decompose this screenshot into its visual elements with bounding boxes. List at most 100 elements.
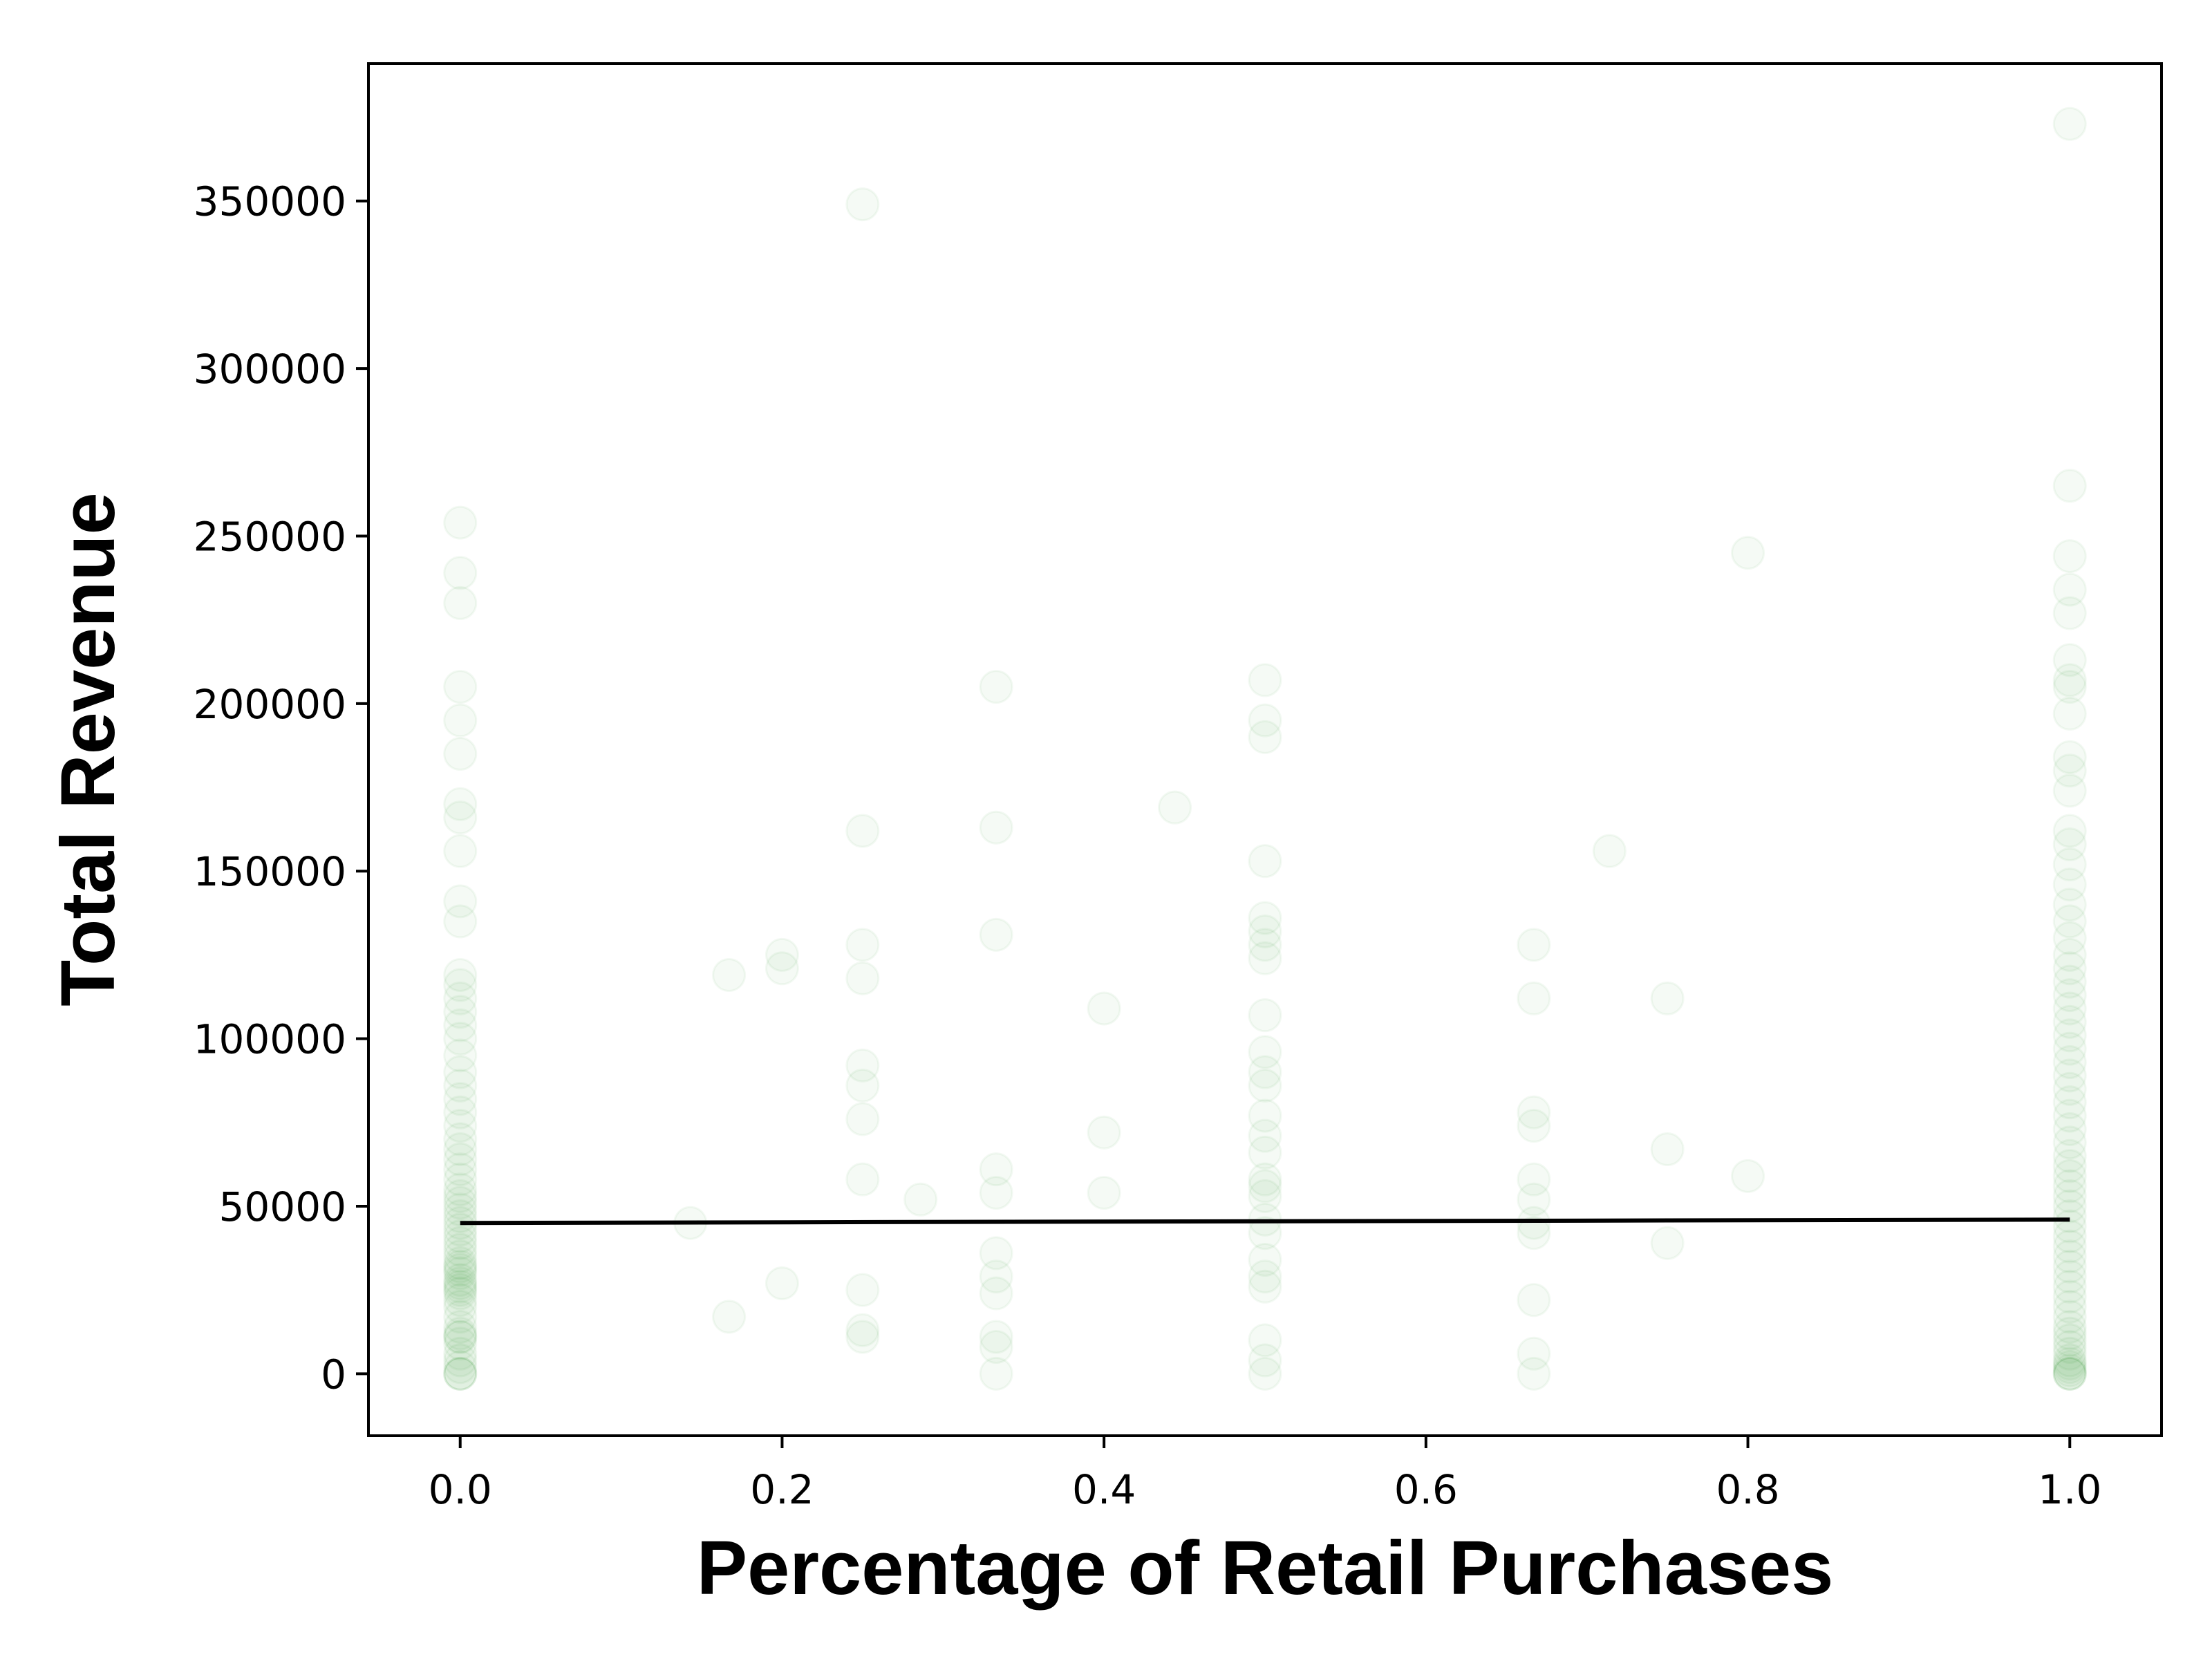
data-point — [443, 585, 478, 620]
data-point — [2052, 964, 2087, 999]
data-point — [2052, 1269, 2087, 1304]
data-point — [443, 1320, 478, 1354]
data-point — [1248, 901, 1282, 935]
data-point — [979, 1176, 1013, 1210]
data-point — [979, 1320, 1013, 1354]
data-point — [1248, 1135, 1282, 1170]
data-point — [1592, 834, 1627, 868]
data-point — [1517, 1162, 1551, 1197]
data-point — [443, 737, 478, 771]
data-point — [443, 1082, 478, 1116]
data-point — [2052, 1249, 2087, 1284]
data-point — [2052, 827, 2087, 861]
data-point — [1248, 1118, 1282, 1153]
y-tick-label: 100000 — [194, 1016, 346, 1063]
data-point — [2052, 1169, 2087, 1203]
data-point — [443, 1356, 478, 1391]
data-point — [1248, 844, 1282, 879]
data-point — [2052, 1289, 2087, 1324]
data-point — [2052, 904, 2087, 939]
data-point — [2052, 1125, 2087, 1160]
data-point — [443, 1276, 478, 1311]
data-point — [1517, 1182, 1551, 1217]
data-point — [765, 1266, 799, 1300]
data-point — [443, 1008, 478, 1042]
scatter-points — [443, 106, 2087, 1391]
data-point — [1248, 720, 1282, 754]
data-point — [712, 957, 747, 992]
data-point — [443, 834, 478, 868]
data-point — [1517, 1095, 1551, 1130]
data-point — [443, 1232, 478, 1267]
data-point — [1248, 1259, 1282, 1294]
data-point — [979, 917, 1013, 952]
data-point — [845, 928, 880, 962]
data-point — [443, 1132, 478, 1167]
data-point — [845, 1048, 880, 1082]
data-point — [2052, 1350, 2087, 1385]
data-point — [1517, 1109, 1551, 1143]
data-point — [845, 1273, 880, 1307]
data-point — [2052, 1356, 2087, 1391]
data-point — [443, 1300, 478, 1334]
data-point — [845, 1102, 880, 1136]
data-point — [1248, 1323, 1282, 1358]
data-point — [2052, 1098, 2087, 1133]
data-point — [2052, 991, 2087, 1026]
data-point — [443, 800, 478, 835]
data-point — [443, 1095, 478, 1130]
data-point — [1650, 1226, 1685, 1260]
y-axis-ticks: 0 50000 100000 150000 200000 250000 300000 3500… — [194, 178, 368, 1398]
data-point — [2052, 670, 2087, 704]
data-point — [2052, 1323, 2087, 1358]
y-axis-title: Total Revenue — [46, 492, 131, 1006]
data-point — [443, 1109, 478, 1143]
data-point — [2052, 1071, 2087, 1106]
x-tick-label: 0.0 — [429, 1466, 492, 1513]
data-point — [1248, 998, 1282, 1033]
data-point — [1248, 1098, 1282, 1133]
data-point — [443, 1256, 478, 1291]
data-point — [979, 670, 1013, 704]
data-point — [2052, 1031, 2087, 1066]
data-point — [1248, 663, 1282, 697]
data-point — [2052, 596, 2087, 630]
y-tick-label: 300000 — [194, 346, 346, 393]
data-point — [443, 787, 478, 821]
data-point — [443, 1192, 478, 1227]
data-point — [443, 1283, 478, 1318]
data-point — [443, 1356, 478, 1391]
data-point — [765, 951, 799, 986]
data-point — [1248, 1343, 1282, 1378]
data-point — [2052, 868, 2087, 902]
x-tick-label: 0.8 — [1716, 1466, 1779, 1513]
data-point — [1517, 1283, 1551, 1318]
data-point — [845, 1068, 880, 1103]
data-point — [2052, 643, 2087, 677]
data-point — [2052, 1356, 2087, 1391]
y-tick-label: 50000 — [218, 1183, 346, 1230]
data-point — [1517, 928, 1551, 962]
data-point — [1248, 1068, 1282, 1103]
data-point — [2052, 1004, 2087, 1039]
data-point — [443, 904, 478, 939]
x-tick-label: 0.6 — [1394, 1466, 1458, 1513]
data-point — [979, 1330, 1013, 1365]
data-point — [2052, 469, 2087, 503]
data-point — [2052, 937, 2087, 972]
data-point — [1248, 1356, 1282, 1391]
data-point — [443, 1185, 478, 1220]
plot-frame — [367, 62, 2163, 1437]
data-point — [845, 187, 880, 222]
data-point — [2052, 1018, 2087, 1053]
data-point — [2052, 774, 2087, 808]
data-point — [979, 1152, 1013, 1187]
data-point — [1517, 1336, 1551, 1371]
data-point — [1517, 1356, 1551, 1391]
x-tick-label: 1.0 — [2038, 1466, 2101, 1513]
data-point — [979, 1356, 1013, 1391]
data-point — [1248, 1169, 1282, 1203]
x-tick-label: 0.2 — [750, 1466, 814, 1513]
data-point — [443, 1172, 478, 1207]
data-point — [1248, 941, 1282, 975]
